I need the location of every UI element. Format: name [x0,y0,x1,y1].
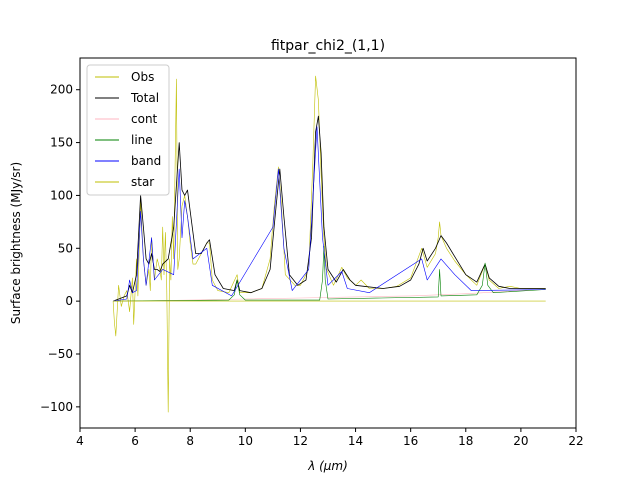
y-tick-label: 100 [50,188,73,202]
y-tick-label: 0 [65,294,73,308]
y-tick-label: 50 [58,241,73,255]
y-tick-label: −100 [40,400,73,414]
legend-label-cont: cont [131,112,158,126]
x-tick-label: 16 [403,434,418,448]
x-tick-label: 6 [131,434,139,448]
chart-title: fitpar_chi2_(1,1) [271,38,385,54]
x-tick-label: 22 [568,434,583,448]
legend-label-star: star [131,175,154,189]
plot-area-frame [79,57,577,429]
series-line-total [112,115,546,302]
legend-label-total: Total [130,91,159,105]
x-tick-label: 10 [238,434,253,448]
legend-label-obs: Obs [131,70,154,84]
series-line-band [113,126,546,302]
legend-label-band: band [131,154,161,168]
x-tick-label: 14 [348,434,363,448]
x-tick-label: 4 [76,434,84,448]
series-layer [112,75,546,413]
y-tick-label: 150 [50,136,73,150]
axes-layer: 4 6 8 10 12 14 16 18 20 22 −100 −50 0 50 100 150 200 [40,83,584,448]
x-tick-label: 8 [186,434,194,448]
legend-label-line: line [131,133,153,147]
legend-frame [86,64,170,196]
series-line-line [113,245,546,302]
y-tick-label: 200 [50,83,73,97]
y-axis-label: Surface brightness (MJy/sr) [9,162,23,324]
legend: Obs Total cont line band star [86,64,170,196]
x-axis-label: λ (μm) [307,459,348,473]
y-tick-label: −50 [48,347,73,361]
x-tick-label: 20 [513,434,528,448]
x-tick-label: 18 [458,434,473,448]
x-tick-label: 12 [293,434,308,448]
